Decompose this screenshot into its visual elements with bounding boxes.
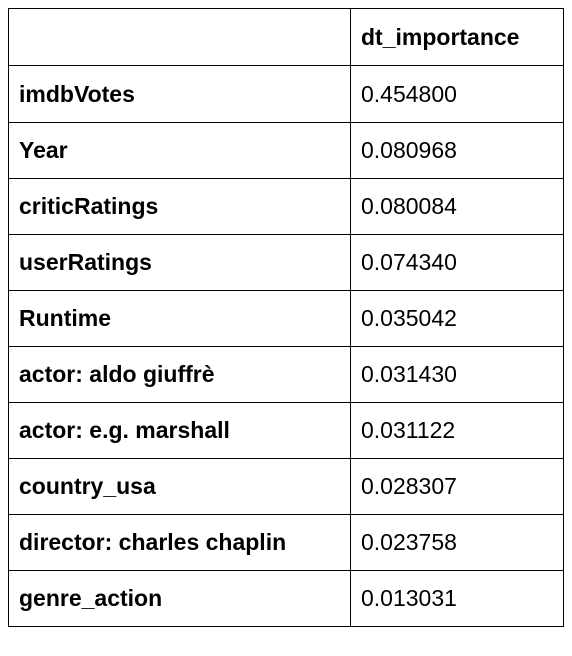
row-label: criticRatings [8, 178, 351, 235]
row-value: 0.013031 [350, 570, 564, 627]
table-row: imdbVotes 0.454800 [8, 65, 564, 123]
row-value: 0.028307 [350, 458, 564, 515]
table-row: userRatings 0.074340 [8, 234, 564, 291]
table-row: director: charles chaplin 0.023758 [8, 514, 564, 571]
row-value: 0.023758 [350, 514, 564, 571]
table-row: Runtime 0.035042 [8, 290, 564, 347]
corner-cell [8, 8, 351, 66]
row-value: 0.031430 [350, 346, 564, 403]
table-row: genre_action 0.013031 [8, 570, 564, 627]
row-value: 0.074340 [350, 234, 564, 291]
row-label: genre_action [8, 570, 351, 627]
table-row: actor: e.g. marshall 0.031122 [8, 402, 564, 459]
table-row: Year 0.080968 [8, 122, 564, 179]
row-label: Runtime [8, 290, 351, 347]
row-value: 0.454800 [350, 65, 564, 123]
row-label: actor: aldo giuffrè [8, 346, 351, 403]
row-label: country_usa [8, 458, 351, 515]
header-row: dt_importance [8, 8, 564, 66]
row-value: 0.080968 [350, 122, 564, 179]
row-value: 0.035042 [350, 290, 564, 347]
feature-importance-table: dt_importance imdbVotes 0.454800 Year 0.… [8, 8, 564, 627]
row-label: Year [8, 122, 351, 179]
row-label: director: charles chaplin [8, 514, 351, 571]
table-row: criticRatings 0.080084 [8, 178, 564, 235]
table-row: actor: aldo giuffrè 0.031430 [8, 346, 564, 403]
table-row: country_usa 0.028307 [8, 458, 564, 515]
row-label: userRatings [8, 234, 351, 291]
row-label: actor: e.g. marshall [8, 402, 351, 459]
column-header-dt-importance: dt_importance [350, 8, 564, 66]
row-value: 0.031122 [350, 402, 564, 459]
row-label: imdbVotes [8, 65, 351, 123]
row-value: 0.080084 [350, 178, 564, 235]
